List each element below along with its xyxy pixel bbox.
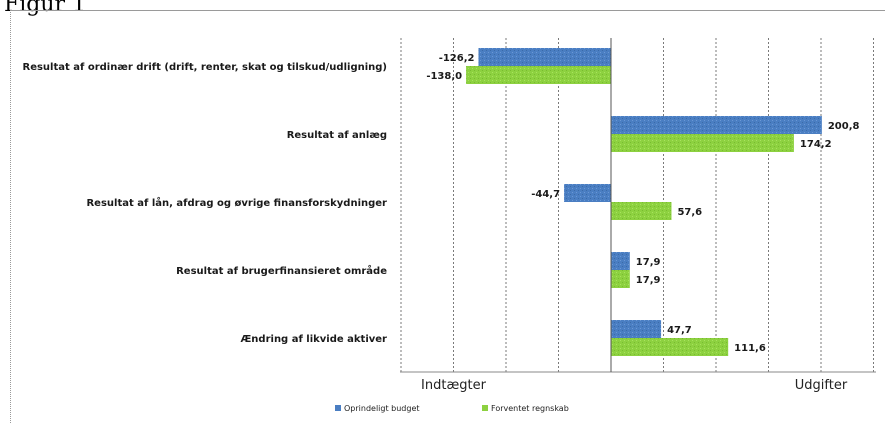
- bar-forventet-regnskab: [611, 270, 630, 288]
- data-label: 17,9: [636, 275, 661, 286]
- bar-oprindeligt-budget: [611, 320, 662, 338]
- bar-oprindeligt-budget: [478, 48, 611, 66]
- category-label: Resultat af brugerfinansieret område: [176, 264, 387, 277]
- category-label: Resultat af lån, afdrag og øvrige finans…: [86, 196, 387, 209]
- category-label: Resultat af ordinær drift (drift, renter…: [23, 62, 388, 73]
- data-label: 174,2: [800, 139, 832, 150]
- bar-forventet-regnskab: [611, 202, 672, 220]
- category-label: Resultat af anlæg: [287, 130, 387, 141]
- data-label: 111,6: [734, 343, 766, 354]
- data-label: 47,7: [667, 325, 692, 336]
- bar-forventet-regnskab: [611, 134, 794, 152]
- data-label: -126,2: [439, 53, 475, 64]
- data-label: -138,0: [426, 71, 462, 82]
- legend-label: Forventet regnskab: [491, 404, 569, 413]
- bar-oprindeligt-budget: [611, 116, 822, 134]
- data-label: -44,7: [531, 189, 560, 200]
- page-title: Figur 1: [4, 0, 87, 17]
- bar-forventet-regnskab: [611, 338, 729, 356]
- legend-swatch: [335, 405, 341, 411]
- legend-swatch: [482, 405, 488, 411]
- category-label: Ændring af likvide aktiver: [240, 334, 387, 345]
- legend-label: Oprindeligt budget: [344, 404, 420, 413]
- data-label: 57,6: [677, 207, 702, 218]
- axis-label-left: Indtægter: [421, 378, 487, 393]
- data-label: 17,9: [636, 257, 661, 268]
- bar-oprindeligt-budget: [611, 252, 630, 270]
- bar-forventet-regnskab: [466, 66, 611, 84]
- bar-oprindeligt-budget: [564, 184, 611, 202]
- data-label: 200,8: [828, 121, 860, 132]
- chart-frame: [10, 10, 885, 423]
- axis-label-right: Udgifter: [795, 378, 848, 393]
